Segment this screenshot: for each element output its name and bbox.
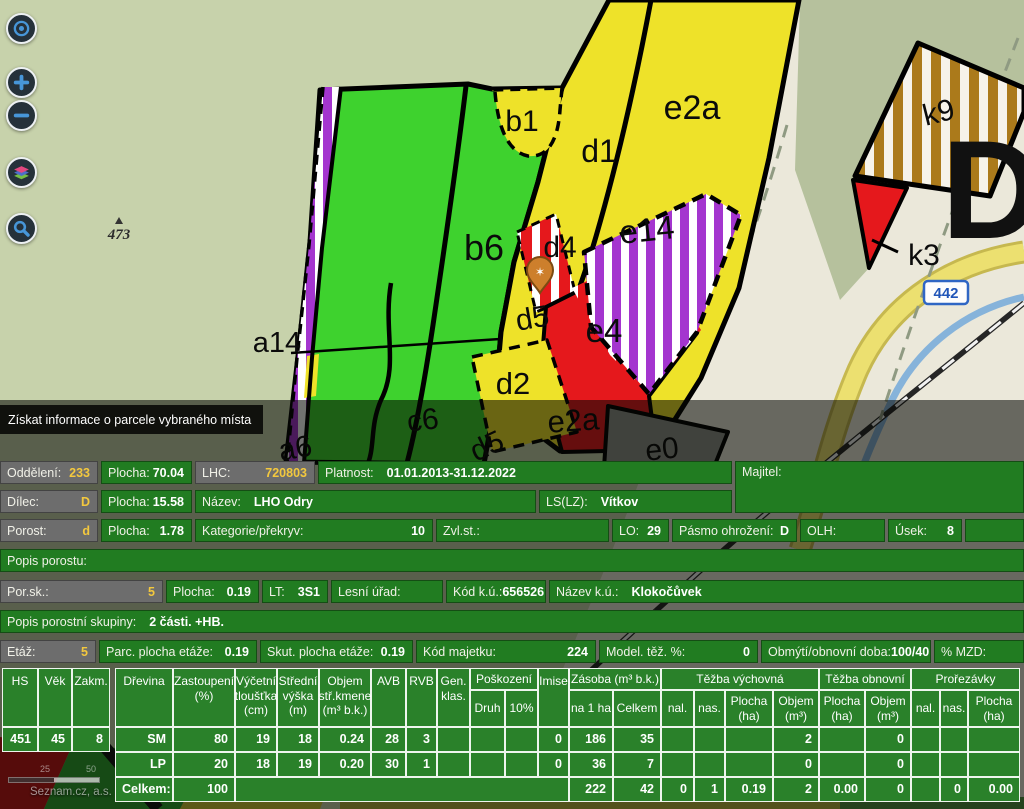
map-attribution: Seznam.cz, a.s.	[30, 786, 112, 798]
map-dim-overlay	[0, 400, 1024, 809]
district-letter: D	[941, 111, 1024, 268]
scale-label-25: 25	[40, 764, 50, 774]
map-label-e4: e4	[586, 312, 623, 349]
layers-icon	[12, 165, 31, 181]
map-label-e2a: e2a	[664, 89, 721, 127]
map-label-a14: a14	[253, 327, 301, 359]
map-label-k3: k3	[908, 239, 940, 272]
zoom-out-button[interactable]	[6, 100, 37, 131]
minus-icon	[12, 106, 31, 125]
info-tooltip-bar: Získat informace o parcele vybraného mís…	[0, 405, 263, 434]
map-label-d5: d5	[513, 299, 552, 337]
scale-label-50: 50	[86, 764, 96, 774]
map-label-b1: b1	[505, 105, 538, 138]
spot-height-label: 473	[107, 227, 131, 243]
map-scale-bar	[8, 777, 100, 783]
road-sign-442: 442	[924, 281, 968, 304]
map-label-d2: d2	[496, 366, 530, 401]
road-sign-number: 442	[933, 285, 958, 302]
plus-icon	[12, 73, 31, 92]
locate-button[interactable]	[6, 13, 37, 44]
map-label-b6: b6	[464, 227, 504, 268]
svg-text:✶: ✶	[535, 265, 545, 279]
search-icon	[12, 219, 31, 238]
zoom-in-button[interactable]	[6, 67, 37, 98]
map-label-e14: e14	[617, 208, 676, 251]
map-label-d1: d1	[581, 133, 617, 169]
search-button[interactable]	[6, 213, 37, 244]
layers-button[interactable]	[6, 157, 37, 188]
app-window: 473 b1d1e2ab6d4e14d5e4a14d2c6a6d5e2ae0k9…	[0, 0, 1024, 809]
target-icon	[12, 19, 31, 38]
info-tooltip-text: Získat informace o parcele vybraného mís…	[8, 413, 251, 427]
